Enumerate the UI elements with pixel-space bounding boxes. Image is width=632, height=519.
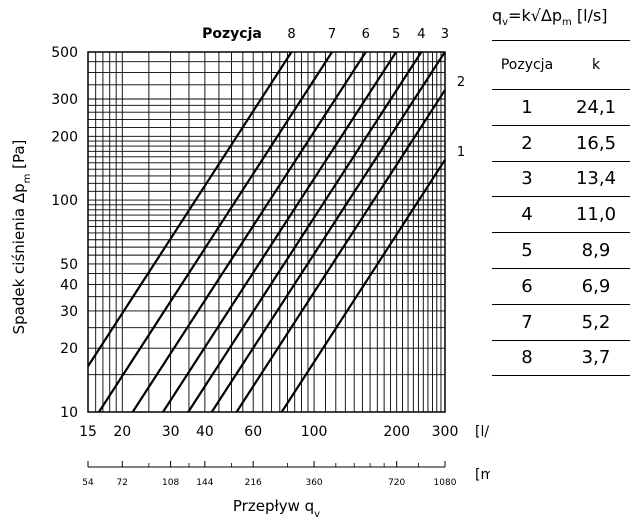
x2-tick-label: 108	[162, 478, 179, 488]
formula-q: q	[492, 6, 503, 25]
k-table-header-k: k	[591, 57, 601, 73]
k-table-k: 13,4	[575, 168, 617, 190]
formula-unit: [l/s]	[576, 6, 608, 25]
position-label-5: 5	[392, 27, 400, 42]
series-line-5	[162, 51, 398, 413]
series-line-1	[280, 159, 446, 413]
y-tick-label: 40	[60, 277, 78, 293]
y-tick-label: 100	[51, 193, 78, 209]
k-table-pos: 8	[521, 347, 533, 369]
k-table-pos: 1	[521, 96, 533, 118]
x-tick-label: 40	[196, 424, 214, 440]
chart-grid	[87, 51, 446, 413]
y-tick-label: 500	[51, 45, 78, 61]
position-label-3: 3	[441, 27, 449, 42]
k-table-k: 5,2	[581, 311, 611, 333]
position-label-6: 6	[362, 27, 370, 42]
position-label-1: 1	[457, 145, 465, 160]
k-table-k: 3,7	[581, 347, 611, 369]
k-table-k: 6,9	[581, 275, 611, 297]
y-tick-label: 50	[60, 257, 78, 273]
k-table-row: 8 3,7	[492, 341, 630, 377]
k-table-header: Pozycja k	[492, 40, 630, 90]
k-table-row: 2 16,5	[492, 126, 630, 162]
x2-tick-label: 720	[388, 478, 405, 488]
x-unit-label: [l/s]	[475, 424, 490, 440]
k-table-pos: 4	[521, 204, 533, 226]
formula-q-sub: v	[502, 17, 509, 29]
k-table-row: 4 11,0	[492, 197, 630, 234]
y-tick-label: 10	[60, 405, 78, 421]
series-line-8	[87, 51, 293, 367]
formula-mid: =k√Δp	[508, 6, 563, 25]
x-tick-label: 30	[162, 424, 180, 440]
y-axis-title: Spadek ciśnienia Δpm [Pa]	[10, 140, 33, 335]
x2-tick-label: 216	[245, 478, 262, 488]
x-tick-label: 60	[244, 424, 262, 440]
k-table-row: 3 13,4	[492, 162, 630, 198]
formula-p-sub: m	[562, 17, 572, 29]
chart-series	[87, 51, 446, 413]
series-line-6	[131, 51, 367, 413]
x2-tick-label: 360	[305, 478, 322, 488]
k-table-pos: 7	[521, 311, 533, 333]
x2-unit-label: [m³/h]	[475, 467, 490, 483]
k-table-pos: 6	[521, 275, 533, 297]
k-table-row: 7 5,2	[492, 305, 630, 341]
plot-frame	[87, 51, 446, 413]
x2-tick-label: 54	[82, 478, 94, 488]
k-table-k: 8,9	[581, 240, 611, 262]
x-tick-label: 100	[301, 424, 328, 440]
formula: qv=k√Δpm [l/s]	[492, 6, 608, 28]
k-table-row: 5 8,9	[492, 233, 630, 269]
series-line-4	[187, 51, 423, 413]
x-tick-label: 300	[432, 424, 459, 440]
k-table-pos: 3	[521, 168, 533, 190]
y-tick-label: 300	[51, 92, 78, 108]
x-axis-title: Przepływ qv	[233, 497, 320, 519]
series-line-7	[98, 51, 333, 413]
y-tick-label: 200	[51, 129, 78, 145]
x-tick-label: 15	[79, 424, 97, 440]
k-table-row: 6 6,9	[492, 269, 630, 305]
y-tick-label: 30	[60, 304, 78, 320]
plot-border	[87, 51, 446, 413]
k-table: Pozycja k 1 24,1 2 16,5 3 13,4 4 11,0 5 8,9 6…	[492, 40, 630, 377]
x2-tick-label: 1080	[434, 478, 457, 488]
series-line-3	[210, 51, 446, 413]
k-table-k: 11,0	[575, 204, 617, 226]
x2-tick-label: 72	[117, 478, 128, 488]
position-label-7: 7	[328, 27, 336, 42]
x-tick-label: 200	[383, 424, 410, 440]
k-table-pos: 2	[521, 132, 533, 154]
chart-title: Pozycja	[202, 26, 262, 42]
k-table-pos: 5	[521, 240, 533, 262]
k-table-row: 1 24,1	[492, 90, 630, 126]
position-label-8: 8	[287, 27, 295, 42]
y-tick-label: 20	[60, 341, 78, 357]
k-table-k: 16,5	[575, 132, 617, 154]
x2-tick-label: 144	[196, 478, 213, 488]
series-line-2	[235, 89, 446, 413]
position-label-4: 4	[417, 27, 425, 42]
position-label-2: 2	[457, 75, 465, 90]
k-table-k: 24,1	[575, 96, 617, 118]
k-table-header-position: Pozycja	[500, 57, 554, 73]
x-tick-label: 20	[113, 424, 131, 440]
